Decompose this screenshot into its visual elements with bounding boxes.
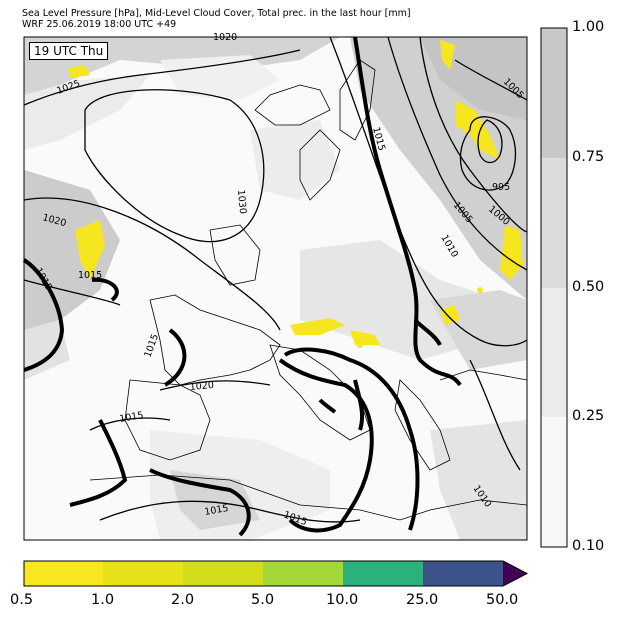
cloud-colorbar-segment xyxy=(541,158,567,288)
precip-colorbar-frame xyxy=(23,560,529,587)
isobar-label: 1020 xyxy=(189,380,214,393)
precip-colorbar-segment xyxy=(183,561,263,586)
coastlines xyxy=(89,59,528,521)
precip-colorbar-tick: 2.0 xyxy=(171,592,195,608)
precip-colorbar-segment xyxy=(263,561,343,586)
figure-title-line2: WRF 25.06.2019 18:00 UTC +49 xyxy=(22,19,177,30)
map-frame xyxy=(23,36,528,541)
isobar-label: 1015 xyxy=(119,410,145,425)
precip-colorbar-tick: 1.0 xyxy=(91,592,115,608)
figure-title-line1: Sea Level Pressure [hPa], Mid-Level Clou… xyxy=(22,8,411,19)
precipitation-layer xyxy=(68,40,523,348)
precip-colorbar-tick: 0.5 xyxy=(10,592,34,608)
cloud-colorbar-tick: 0.75 xyxy=(572,149,605,165)
precip-colorbar-extend-arrow xyxy=(503,561,527,586)
isobars-thin xyxy=(23,36,528,523)
precip-colorbar-tick: 10.0 xyxy=(326,592,359,608)
precip-colorbar-segment xyxy=(103,561,183,586)
isobar-label: 995 xyxy=(492,182,510,193)
cloud-colorbar xyxy=(540,27,568,548)
precip-colorbar-tick: 50.0 xyxy=(486,592,519,608)
precip-colorbar-segment xyxy=(423,561,503,586)
cloud-colorbar-segment xyxy=(541,28,567,158)
cloud-colorbar-tick: 0.50 xyxy=(572,279,605,295)
precip-colorbar-tick: 5.0 xyxy=(251,592,275,608)
cloud-colorbar-tick: 1.00 xyxy=(572,19,605,35)
precip-colorbar xyxy=(23,560,529,587)
isobar-label: 1015 xyxy=(78,270,102,281)
cloud-colorbar-tick: 0.10 xyxy=(572,538,605,554)
cloud-colorbar-segment xyxy=(541,417,567,547)
isobar-label: 1015 xyxy=(204,503,230,518)
precip-colorbar-segment xyxy=(343,561,423,586)
map-panel: 1020 1025 1030 1020 1015 1015 1015 1020 … xyxy=(22,32,528,541)
cloud-colorbar-tick: 0.25 xyxy=(572,408,605,424)
isobar-label: 1030 xyxy=(235,189,248,214)
cloud-colorbar-frame xyxy=(540,27,568,548)
precip-colorbar-segment xyxy=(24,561,103,586)
isobars-1015-thick xyxy=(22,36,462,537)
precip-colorbar-tick: 25.0 xyxy=(406,592,439,608)
valid-time-label: 19 UTC Thu xyxy=(29,42,109,60)
cloud-colorbar-segment xyxy=(541,288,567,417)
